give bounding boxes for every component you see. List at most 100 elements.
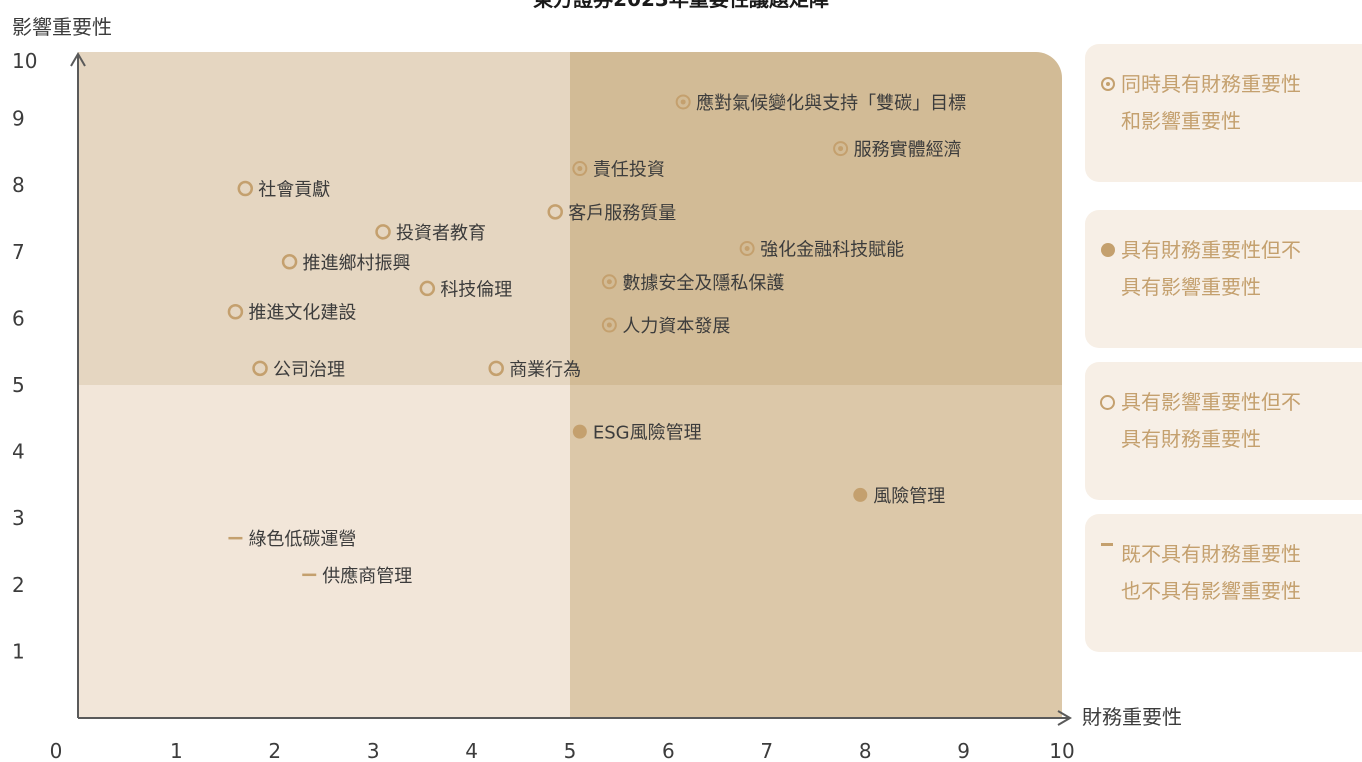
legend-item-both: 同時具有財務重要性 和影響重要性 [1085, 44, 1362, 182]
data-point-both: 數據安全及隱私保護 [601, 273, 784, 294]
x-tick-label: 4 [465, 739, 478, 762]
data-point-label: 公司治理 [273, 359, 345, 380]
legend-text-both: 同時具有財務重要性 和影響重要性 [1121, 72, 1301, 133]
x-tick-label: 2 [268, 739, 281, 762]
dot-ring-icon [1099, 66, 1121, 103]
data-point-label: 科技倫理 [440, 279, 512, 300]
marker-both-center [838, 146, 844, 152]
x-tick-label: 0 [50, 739, 63, 762]
marker-impact [252, 360, 268, 377]
y-tick-label: 8 [12, 173, 25, 197]
data-point-impact: 客戶服務質量 [547, 203, 676, 224]
filled-dot-icon [1099, 232, 1121, 269]
hollow-circle-icon [1099, 384, 1121, 421]
marker-both-center [577, 166, 583, 172]
y-axis-arrow-icon [70, 52, 86, 67]
data-point-label: 責任投資 [593, 160, 665, 181]
y-tick-label: 10 [12, 49, 37, 73]
y-tick-label: 1 [12, 639, 25, 663]
x-tick-label: 7 [760, 739, 773, 762]
legend-item-neither: 既不具有財務重要性 也不具有影響重要性 [1085, 514, 1362, 652]
data-point-financial: ESG風險管理 [572, 423, 702, 444]
marker-both [601, 274, 617, 290]
data-point-label: 社會貢獻 [258, 180, 330, 201]
data-point-impact: 推進鄉村振興 [281, 253, 411, 274]
data-point-label: 商業行為 [509, 359, 581, 380]
x-axis-arrow-icon [1057, 710, 1072, 726]
y-tick-label: 5 [12, 373, 25, 397]
legend-text-financial: 具有財務重要性但不 具有影響重要性 [1121, 238, 1301, 299]
data-point-neither: 綠色低碳運營 [228, 529, 356, 550]
data-point-label: 強化金融科技賦能 [760, 239, 904, 260]
data-point-label: 推進文化建設 [248, 303, 356, 324]
data-point-neither: 供應商管理 [302, 565, 412, 587]
quadrant-bottom-right [570, 385, 1062, 718]
x-tick-label: 9 [957, 739, 970, 762]
marker-impact [281, 254, 298, 270]
marker-financial [572, 424, 587, 439]
legend-item-impact: 具有影響重要性但不 具有財務重要性 [1085, 362, 1362, 500]
data-point-financial: 風險管理 [853, 486, 945, 507]
y-tick-label: 9 [12, 107, 25, 131]
y-tick-label: 2 [12, 573, 25, 597]
data-point-impact: 公司治理 [252, 359, 345, 380]
marker-both-center [744, 245, 750, 251]
y-tick-label: 6 [12, 306, 25, 330]
data-point-label: 應對氣候變化與支持「雙碳」目標 [696, 92, 966, 114]
legend-item-financial: 具有財務重要性但不 具有影響重要性 [1085, 210, 1362, 348]
data-point-label: ESG風險管理 [593, 423, 702, 444]
marker-both [601, 317, 617, 333]
y-tick-label: 3 [12, 506, 25, 530]
data-point-label: 人力資本發展 [622, 316, 730, 337]
data-point-both: 應對氣候變化與支持「雙碳」目標 [675, 92, 966, 114]
x-axis-title: 財務重要性 [1082, 705, 1182, 729]
data-point-both: 責任投資 [572, 160, 665, 181]
x-tick-label: 10 [1049, 739, 1074, 762]
data-point-label: 投資者教育 [396, 223, 486, 244]
marker-impact [419, 280, 436, 297]
marker-both-center [606, 279, 612, 285]
x-tick-label: 8 [859, 739, 872, 762]
x-tick-label: 1 [170, 739, 183, 762]
data-points: 應對氣候變化與支持「雙碳」目標服務實體經濟責任投資強化金融科技賦能數據安全及隱私… [227, 92, 966, 587]
data-point-label: 風險管理 [873, 486, 945, 507]
marker-impact [375, 224, 391, 240]
marker-both [833, 141, 849, 157]
quadrant-backgrounds [78, 52, 1062, 718]
data-point-impact: 社會貢獻 [237, 180, 330, 201]
marker-impact [237, 180, 254, 197]
marker-both-center [606, 322, 612, 328]
y-tick-label: 4 [12, 440, 25, 464]
data-point-label: 客戶服務質量 [568, 203, 676, 224]
marker-impact [488, 360, 504, 377]
y-axis-title: 影響重要性 [12, 15, 112, 39]
dash-icon [1099, 536, 1121, 573]
chart-title: 東方證券2023年重要性議題矩陣 [533, 0, 829, 11]
marker-financial [853, 487, 868, 502]
data-point-label: 推進鄉村振興 [303, 253, 411, 274]
data-point-label: 數據安全及隱私保護 [622, 273, 784, 294]
legend-text-impact: 具有影響重要性但不 具有財務重要性 [1121, 390, 1301, 451]
x-tick-label: 3 [367, 739, 380, 762]
marker-both [739, 240, 755, 256]
data-point-both: 強化金融科技賦能 [739, 239, 904, 260]
x-tick-label: 5 [564, 739, 577, 762]
data-point-impact: 科技倫理 [419, 279, 512, 300]
data-point-impact: 投資者教育 [375, 223, 486, 244]
tick-labels: 0 1 2 3 4 5 6 7 8 9 10 1 2 3 4 5 6 7 8 9 10 [12, 49, 1075, 762]
data-point-label: 綠色低碳運營 [248, 529, 356, 550]
chart-axes [70, 52, 1072, 726]
quadrant-top-right [570, 52, 1062, 385]
data-point-both: 人力資本發展 [601, 316, 730, 337]
data-point-impact: 商業行為 [488, 359, 581, 380]
data-point-impact: 推進文化建設 [227, 303, 356, 324]
legend-text-neither: 既不具有財務重要性 也不具有影響重要性 [1121, 542, 1301, 603]
marker-both [675, 94, 691, 110]
marker-both-center [680, 99, 686, 105]
data-point-label: 供應商管理 [322, 565, 412, 587]
marker-both [572, 161, 588, 177]
x-tick-label: 6 [662, 739, 675, 762]
y-tick-label: 7 [12, 240, 25, 264]
quadrant-top-left [78, 52, 570, 385]
